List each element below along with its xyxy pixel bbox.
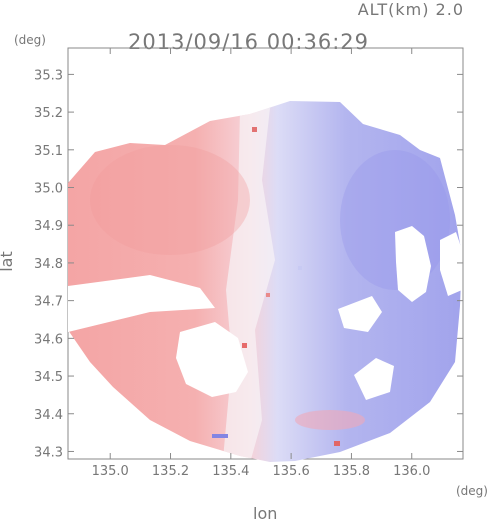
- y-unit-label: (deg): [14, 33, 46, 47]
- x-tick-label: 135.8: [333, 464, 370, 479]
- x-tick-label: 135.4: [212, 464, 249, 479]
- timestamp-title: 2013/09/16 00:36:29: [128, 30, 370, 54]
- speck: [298, 266, 302, 270]
- y-tick-label: 34.3: [34, 445, 63, 460]
- gap-far-east: [440, 232, 462, 296]
- speck: [212, 434, 228, 438]
- mixed-patch: [295, 410, 365, 430]
- y-tick-label: 35.2: [34, 106, 63, 121]
- y-tick-label: 35.0: [34, 182, 63, 197]
- gap-center: [176, 322, 248, 397]
- gap-east: [395, 226, 431, 302]
- inbound-core: [340, 150, 450, 290]
- speck: [266, 293, 270, 297]
- y-tick-label: 34.6: [34, 332, 63, 347]
- y-tick-label: 34.8: [34, 257, 63, 272]
- y-tick-label: 34.5: [34, 370, 63, 385]
- x-tick-label: 135.6: [273, 464, 310, 479]
- speck: [334, 441, 340, 446]
- x-tick-label: 135.0: [92, 464, 129, 479]
- gap-southeast: [354, 358, 394, 400]
- gap-west-band: [68, 275, 215, 332]
- x-tick-label: 135.2: [152, 464, 189, 479]
- y-tick-label: 35.3: [34, 68, 63, 83]
- axes: 135.0 135.2 135.4 135.6 135.8 136.0 34.3 34.4 34…: [34, 48, 463, 479]
- altitude-label: ALT(km) 2.0: [357, 0, 464, 19]
- y-tick-label: 35.1: [34, 144, 63, 159]
- y-tick-label: 34.4: [34, 408, 63, 423]
- x-unit-label: (deg): [456, 484, 488, 498]
- no-echo-regions: [68, 226, 462, 400]
- gap-east-small: [338, 296, 382, 332]
- x-axis-label: lon: [253, 504, 278, 523]
- outbound-core: [90, 145, 250, 255]
- y-tick-label: 34.9: [34, 219, 63, 234]
- echo-specks: [212, 127, 340, 446]
- speck: [242, 343, 247, 348]
- y-tick-label: 34.7: [34, 295, 63, 310]
- velocity-field: [68, 101, 462, 462]
- speck: [252, 127, 257, 132]
- x-tick-label: 136.0: [393, 464, 430, 479]
